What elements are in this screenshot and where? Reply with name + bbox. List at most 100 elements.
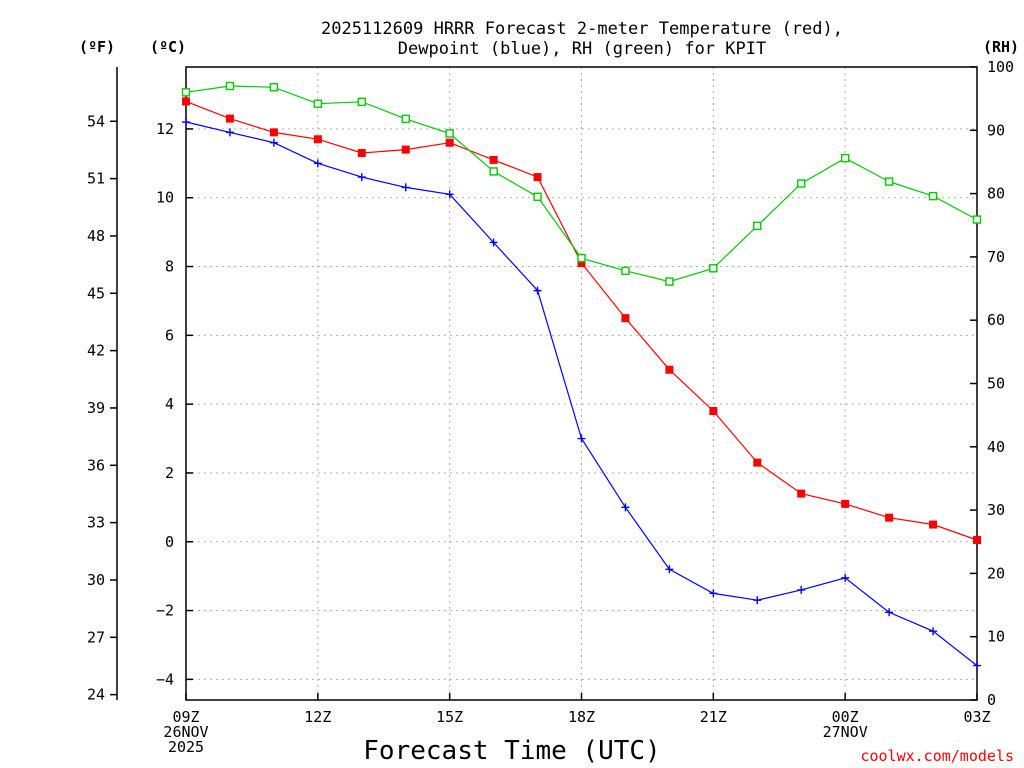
rh-tick-label: 20 [987, 564, 1005, 582]
x-tick-label: 2025 [168, 738, 204, 756]
rh-point [313, 99, 323, 108]
rh-tick-label: 60 [987, 311, 1005, 329]
dewpoint-point [533, 286, 542, 295]
celsius-tick-label: 4 [165, 395, 174, 413]
temperature-point [841, 499, 850, 508]
rh-point [357, 97, 366, 107]
celsius-tick-label: −4 [156, 670, 174, 688]
fahrenheit-tick-label: 39 [87, 399, 105, 417]
celsius-axis-label: (ºC) [150, 38, 186, 56]
rh-tick-label: 30 [987, 501, 1005, 519]
rh-point [269, 83, 279, 92]
fahrenheit-tick-label: 51 [87, 170, 105, 188]
grid-lines [186, 67, 977, 700]
rh-point [533, 192, 542, 201]
temperature-point [577, 259, 586, 268]
temperature-point [445, 138, 454, 147]
dewpoint-point [973, 661, 981, 670]
rh-tick-label: 90 [987, 121, 1005, 139]
x-tick-label: 21Z [700, 708, 727, 726]
dewpoint-point [357, 173, 366, 182]
rh-point [445, 129, 454, 138]
fahrenheit-tick-label: 33 [87, 514, 105, 532]
rh-point [840, 153, 850, 163]
credit-text: coolwx.com/models [860, 747, 1014, 765]
temperature-point [665, 365, 674, 374]
dewpoint-point [182, 118, 190, 127]
dewpoint-point [797, 585, 806, 594]
rh-point [884, 177, 894, 186]
celsius-tick-label: −2 [156, 602, 174, 620]
dewpoint-point [709, 589, 718, 598]
fahrenheit-tick-label: 42 [87, 342, 105, 360]
chart-title-line-1: 2025112609 HRRR Forecast 2-meter Tempera… [321, 19, 843, 39]
rh-tick-label: 70 [987, 248, 1005, 266]
rh-point [753, 221, 762, 231]
x-tick-label: 27NOV [823, 723, 868, 741]
x-tick-label: 03Z [963, 708, 990, 726]
dewpoint-point [269, 138, 278, 147]
temperature-point [885, 513, 894, 522]
rh-tick-label: 50 [987, 375, 1005, 393]
rh-point [665, 277, 674, 286]
rh-point [401, 114, 410, 124]
temperature-point [753, 458, 762, 467]
data-series [181, 81, 982, 670]
dewpoint-point [929, 627, 938, 636]
x-tick-label: 12Z [304, 708, 331, 726]
rh-tick-label: 10 [987, 628, 1005, 646]
dewpoint-point [313, 159, 322, 168]
temperature-point [709, 407, 718, 416]
celsius-tick-label: 2 [165, 464, 174, 482]
fahrenheit-tick-label: 24 [87, 686, 105, 704]
x-tick-label: 26NOV [163, 723, 208, 741]
temperature-point [357, 149, 366, 158]
fahrenheit-axis-label: (ºF) [79, 38, 115, 56]
x-tick-label: 15Z [436, 708, 463, 726]
temperature-point [225, 114, 234, 123]
dewpoint-point [885, 608, 894, 617]
temperature-point [401, 145, 410, 154]
rh-point [972, 215, 982, 224]
rh-tick-label: 40 [987, 438, 1005, 456]
chart-title-line-2: Dewpoint (blue), RH (green) for KPIT [398, 39, 766, 59]
fahrenheit-tick-label: 48 [87, 227, 105, 245]
dewpoint-point [841, 573, 850, 582]
plot-frame [185, 66, 978, 701]
temperature-point [182, 97, 190, 106]
fahrenheit-tick-label: 36 [87, 456, 105, 474]
rh-point [621, 266, 630, 276]
temperature-point [313, 135, 322, 144]
fahrenheit-tick-label: 30 [87, 571, 105, 589]
x-tick-label: 09Z [172, 708, 199, 726]
fahrenheit-tick-label: 54 [87, 112, 105, 130]
dewpoint-point [665, 565, 674, 574]
dewpoint-point [577, 434, 586, 443]
dewpoint-point [401, 183, 410, 192]
x-tick-label: 18Z [568, 708, 595, 726]
celsius-tick-label: 12 [156, 120, 174, 138]
celsius-tick-label: 6 [165, 326, 174, 344]
celsius-tick-label: 10 [156, 189, 174, 207]
dewpoint-point [753, 596, 762, 605]
rh-tick-label: 80 [987, 185, 1005, 203]
temperature-point [973, 536, 981, 545]
temperature-point [489, 155, 498, 164]
x-tick-label: 00Z [832, 708, 859, 726]
fahrenheit-tick-label: 45 [87, 284, 105, 302]
temperature-point [797, 489, 806, 498]
rh-point [489, 167, 498, 176]
temperature-point [269, 128, 278, 137]
dewpoint-point [621, 503, 630, 512]
x-axis-title: Forecast Time (UTC) [363, 736, 660, 766]
rh-point [181, 88, 191, 97]
temperature-point [621, 314, 630, 323]
temperature-point [533, 173, 542, 182]
dewpoint-point [445, 190, 454, 199]
fahrenheit-tick-label: 27 [87, 628, 105, 646]
rh-tick-label: 100 [987, 58, 1014, 76]
rh-axis-label: (RH) [983, 38, 1019, 56]
rh-tick-label: 0 [987, 691, 996, 709]
axes: −4−2024681012242730333639424548515401020… [87, 58, 1014, 756]
dewpoint-point [225, 128, 234, 137]
